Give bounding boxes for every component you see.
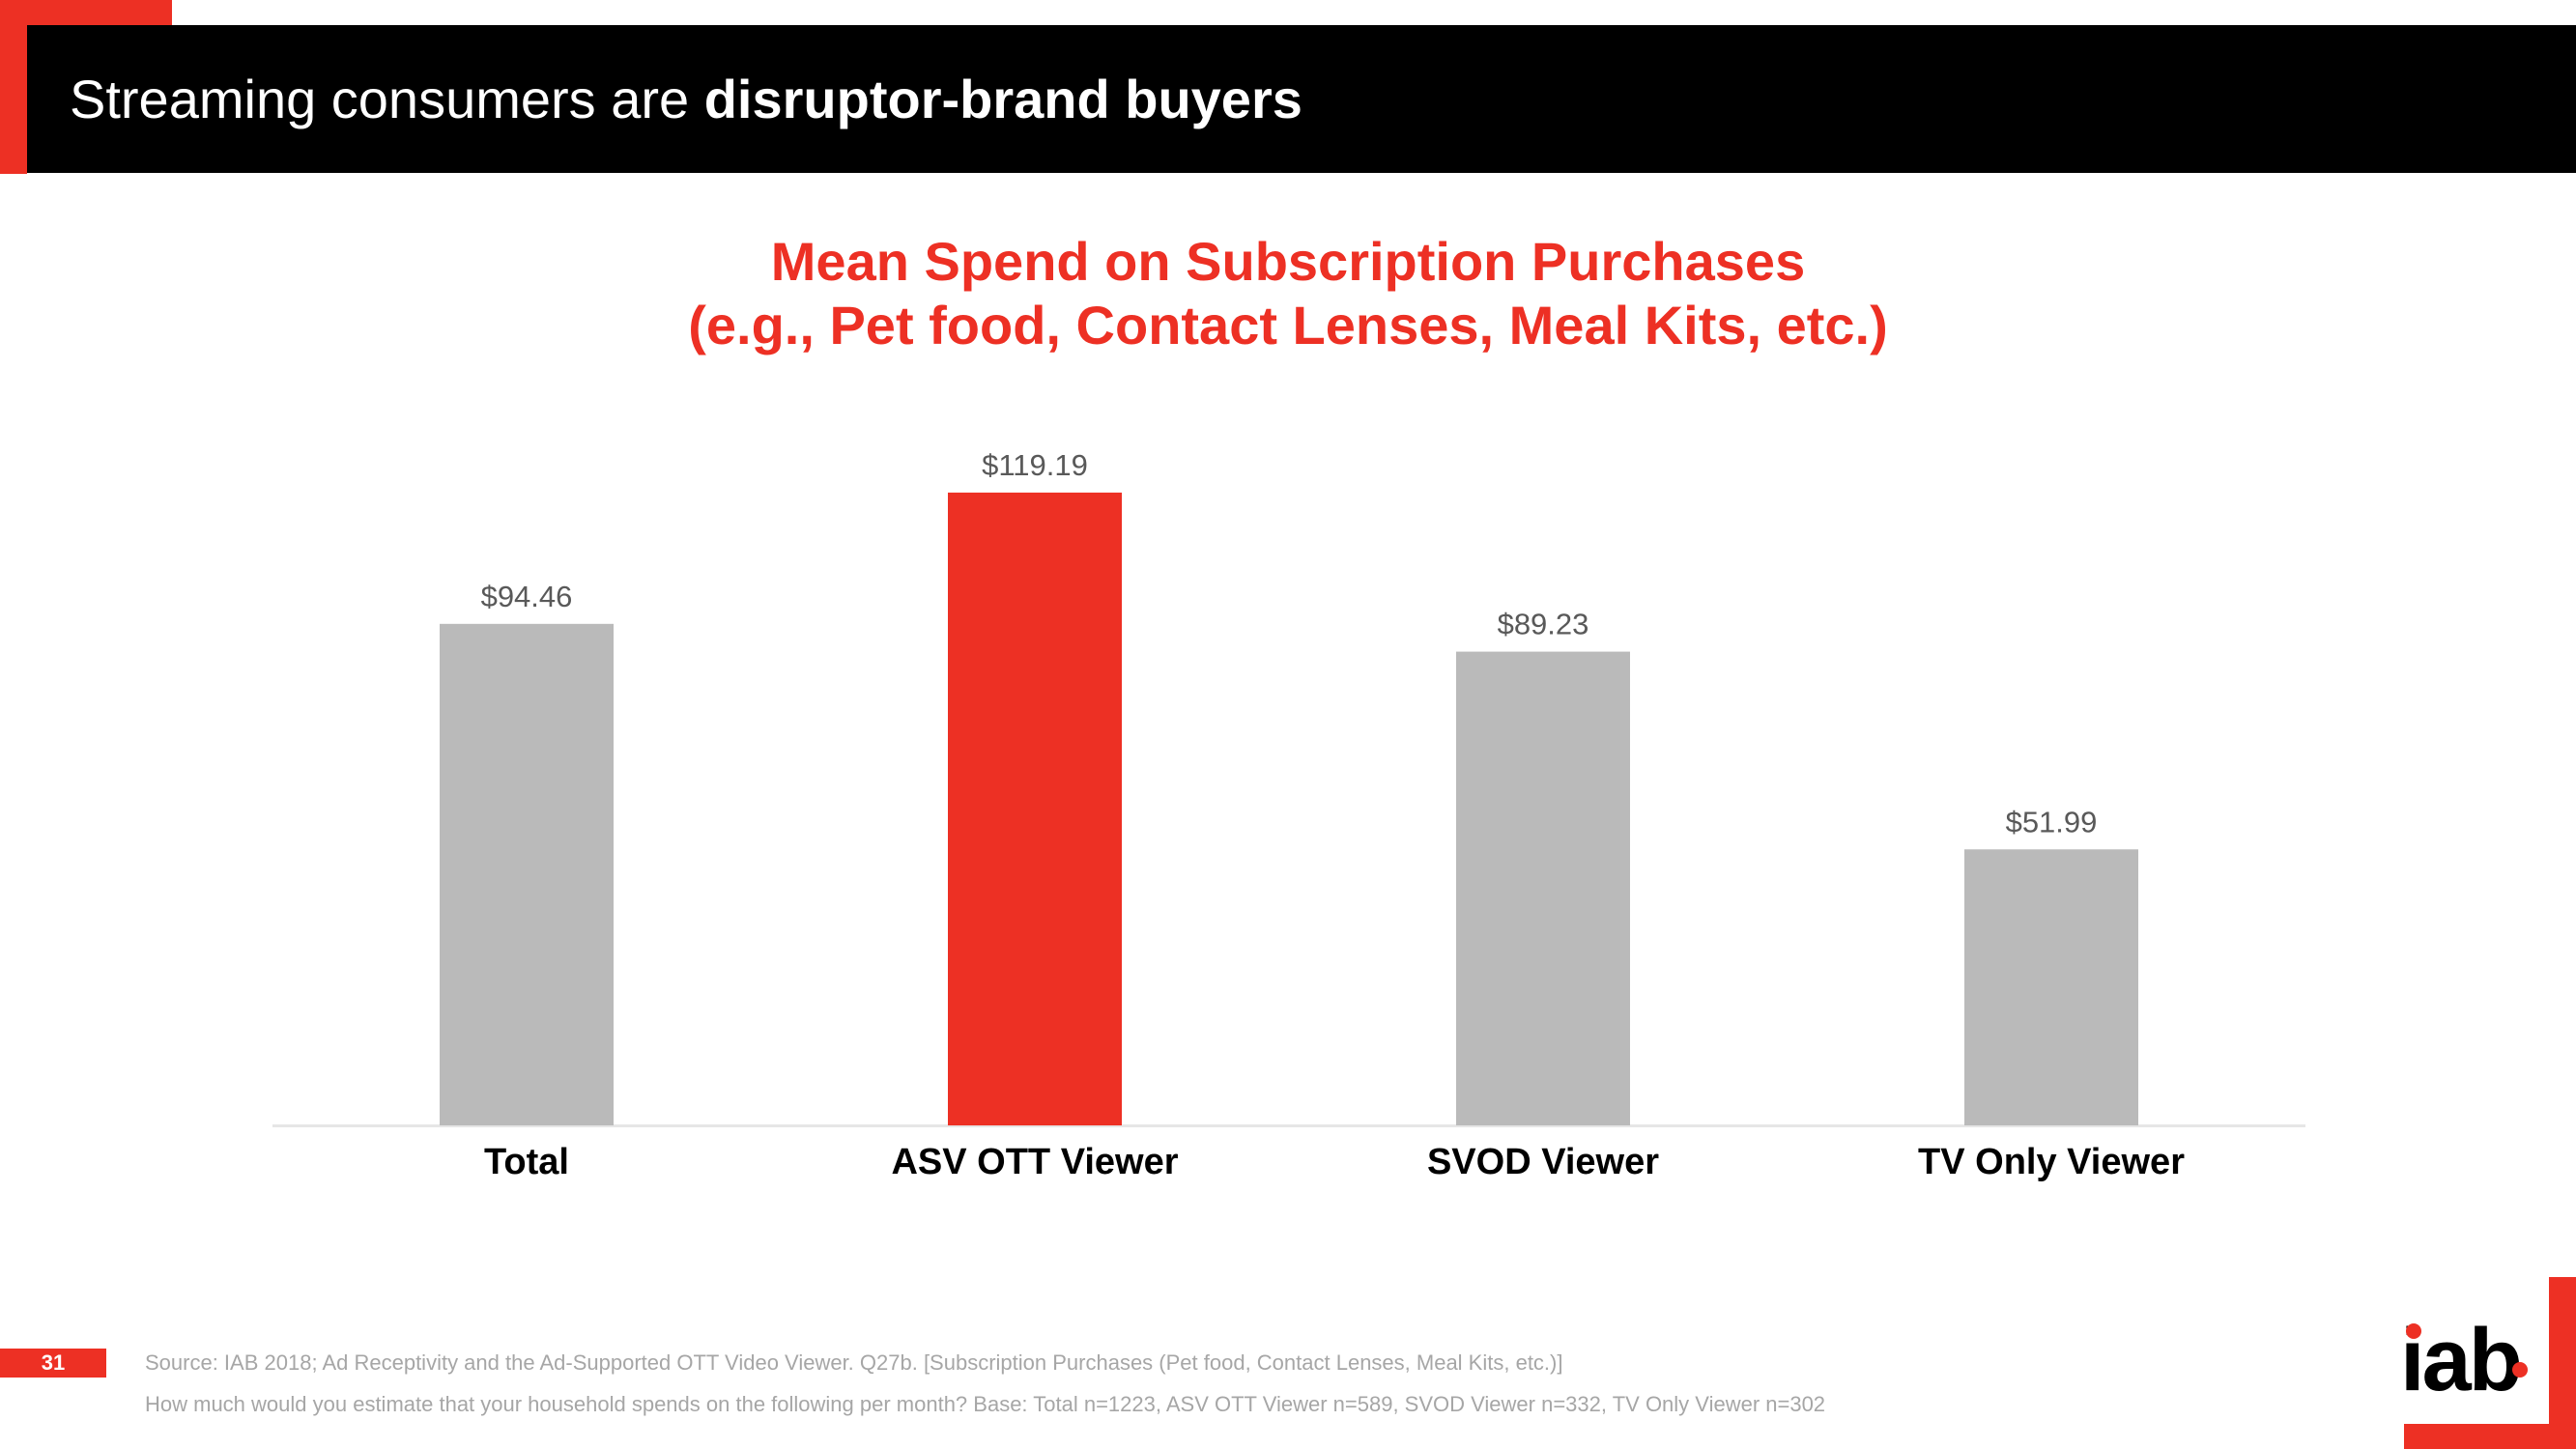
corner-accent-top-left: [0, 0, 172, 25]
data-label: $94.46: [481, 580, 573, 613]
bar: [1456, 651, 1630, 1125]
slide-title-regular: Streaming consumers are: [70, 69, 704, 129]
iab-logo-dot: [2406, 1323, 2421, 1339]
data-label: $89.23: [1498, 608, 1589, 641]
data-label: $51.99: [2006, 805, 2098, 838]
corner-accent-right: [2549, 1277, 2576, 1449]
category-label: SVOD Viewer: [1427, 1142, 1659, 1182]
base-note: How much would you estimate that your ho…: [145, 1392, 1826, 1416]
corner-accent-bottom-right: [2404, 1424, 2576, 1449]
iab-logo-period: [2512, 1362, 2528, 1378]
chart-title: Mean Spend on Subscription Purchases: [770, 231, 1806, 292]
chart-subtitle: (e.g., Pet food, Contact Lenses, Meal Ki…: [688, 295, 1888, 355]
category-label: ASV OTT Viewer: [891, 1142, 1178, 1182]
page-number: 31: [0, 1349, 106, 1378]
category-label: TV Only Viewer: [1918, 1142, 2185, 1182]
bar-chart: $94.46 Total $119.19 ASV OTT Viewer $89.23 SV…: [272, 448, 2305, 1182]
category-label: Total: [484, 1142, 569, 1182]
bar: [440, 623, 614, 1125]
header-bar: Streaming consumers are disruptor-brand …: [27, 25, 2576, 173]
slide-title-bold: disruptor-brand buyers: [703, 69, 1302, 129]
bar: [948, 492, 1122, 1125]
data-label: $119.19: [982, 448, 1088, 482]
source-note: Source: IAB 2018; Ad Receptivity and the…: [145, 1350, 1563, 1375]
slide-title: Streaming consumers are disruptor-brand …: [70, 25, 1302, 173]
corner-accent-left: [0, 0, 27, 174]
chart-title-block: Mean Spend on Subscription Purchases (e.…: [0, 230, 2576, 357]
bar: [1964, 849, 2138, 1125]
